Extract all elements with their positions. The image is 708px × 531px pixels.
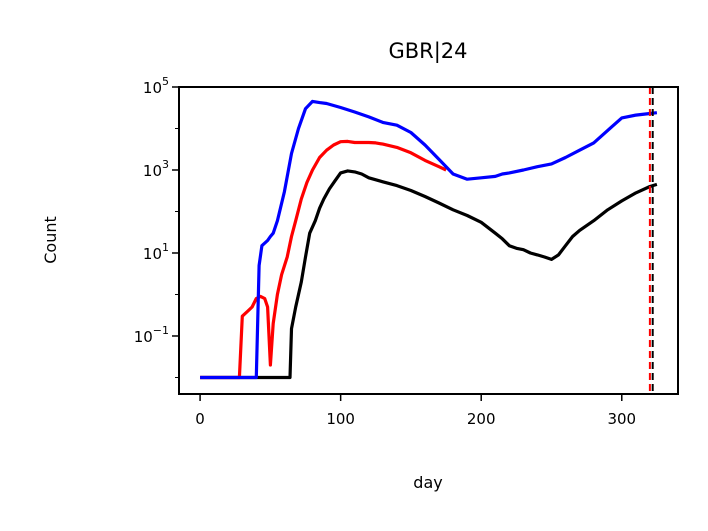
- x-tick-label: 100: [326, 410, 355, 428]
- x-tick-label: 300: [607, 410, 636, 428]
- plot-frame: [178, 86, 679, 395]
- y-tick-label: 101: [143, 241, 169, 263]
- y-tick-label: 103: [143, 158, 169, 180]
- series-line-0: [200, 169, 658, 380]
- series-line-2: [200, 99, 658, 380]
- y-axis: 10−1 101 103 105: [134, 75, 179, 378]
- plot-area: [200, 87, 658, 394]
- y-tick-label: 10−1: [134, 324, 169, 346]
- x-tick-label: 0: [195, 410, 205, 428]
- x-tick-label: 200: [467, 410, 496, 428]
- series-line-1: [200, 139, 447, 380]
- chart-title: GBR|24: [388, 39, 467, 64]
- y-axis-label: Count: [41, 216, 60, 264]
- x-axis: 0 100 200 300: [195, 394, 636, 428]
- y-tick-label: 105: [143, 75, 169, 97]
- x-axis-label: day: [413, 473, 442, 492]
